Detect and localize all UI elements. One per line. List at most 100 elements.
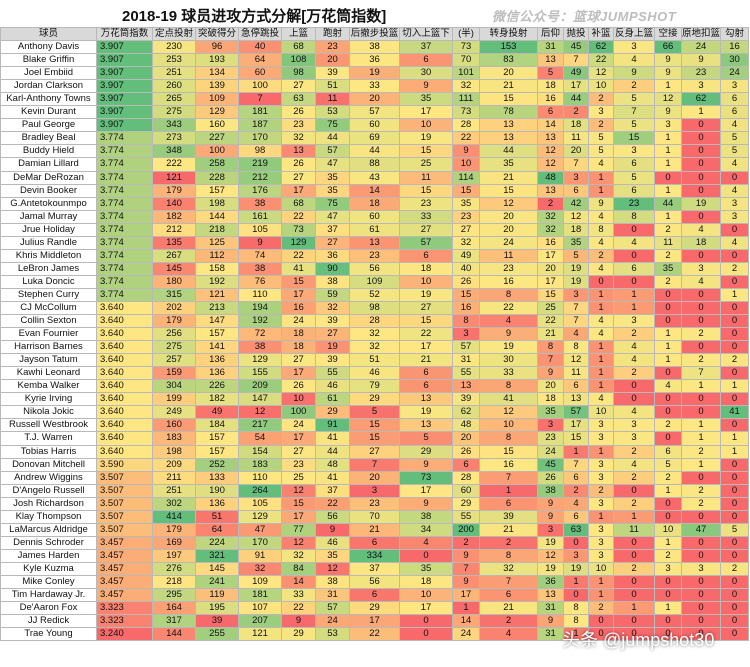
table-row: Luka Doncic 3.774 180 192 76 15 38 109 10 26 16 17 1… [0,274,749,289]
stat-cell: 9 [238,235,282,250]
stat-cell: 7 [681,366,721,381]
stat-cell: 0 [681,535,721,550]
stat-cell: 15 [452,183,480,198]
table-row: Trae Young 3.240 144 255 121 29 53 22 0 24 4 31 1 0 0 0… [0,627,749,642]
stat-cell: 12 [281,535,316,550]
stat-cell: 129 [281,235,316,250]
stat-cell: 3 [588,457,614,472]
stat-cell: 2 [537,196,564,211]
stat-cell: 154 [238,444,282,459]
stat-cell: 46 [349,366,400,381]
stat-cell: 184 [195,418,239,433]
column-header: 跑射 [315,26,350,42]
stat-cell: 15 [479,444,538,459]
stat-cell: 2 [654,222,682,237]
stat-cell: 144 [195,209,239,224]
stat-cell: 23 [613,196,655,211]
stat-cell: 224 [195,535,239,550]
stat-cell: 7 [537,353,564,368]
stat-cell: 129 [238,353,282,368]
stat-cell: 0 [681,300,721,316]
stat-cell: 7 [613,105,655,120]
table-row: Jordan Clarkson 3.907 260 139 100 27 51 33 9 32 21… [0,79,749,94]
player-name-cell: Dennis Schroder [0,535,97,550]
stat-cell: 13 [537,183,564,198]
stat-cell: 38 [537,483,564,498]
table-row: Devin Booker 3.774 179 157 176 17 35 14 15 15 15 13… [0,183,749,198]
stat-cell: 31 [537,40,564,55]
table-body: Anthony Davis 3.907 230 96 40 68 23 38 37 73 153 31… [0,40,749,642]
stat-cell: 1 [681,105,721,120]
stat-cell: 98 [281,66,316,81]
stat-cell: 7 [479,470,538,485]
stat-cell: 35 [399,561,453,576]
stat-cell: 110 [238,287,282,302]
stat-cell: 5 [349,405,400,420]
stat-cell: 32 [238,561,282,576]
stat-cell: 13 [281,144,316,159]
stat-cell: 3 [537,418,564,433]
stat-cell: 0 [563,535,589,550]
stat-cell: 0 [654,300,682,316]
stat-cell: 6 [452,457,480,472]
player-name-cell: Jamal Murray [0,209,97,224]
stat-cell: 183 [152,431,196,446]
stat-cell: 8 [479,431,538,446]
stat-cell: 6 [563,379,589,394]
stat-cell: 5 [613,170,655,185]
stat-cell: 2 [613,327,655,342]
stat-cell: 4 [563,496,589,511]
stat-cell: 7 [563,314,589,329]
stat-cell: 0 [654,509,682,524]
stat-cell: 41 [315,431,350,446]
stat-cell: 73 [452,40,480,55]
table-row: Kemba Walker 3.640 304 226 209 26 46 79 6 13 8 20 6 1… [0,379,749,394]
stat-cell: 51 [349,353,400,368]
stat-cell: 13 [349,235,400,250]
player-name-cell: Buddy Hield [0,144,97,159]
stat-cell: 13 [537,131,564,146]
table-row: Paul George 3.907 343 160 187 23 75 60 10 28 13 14 1… [0,118,749,133]
stat-cell: 7 [563,53,589,68]
stat-cell: 190 [195,483,239,498]
stat-cell: 9 [537,614,564,629]
stat-cell: 6 [399,366,453,381]
stat-cell: 15 [349,431,400,446]
stat-cell: 25 [399,157,453,172]
stat-cell: 275 [152,340,196,355]
stat-cell: 4 [479,627,538,642]
stat-cell: 0 [613,222,655,237]
stat-cell: 19 [537,535,564,550]
stat-cell: 83 [479,53,538,68]
stat-cell: 11 [563,366,589,381]
stat-cell: 5 [720,522,749,537]
stat-cell: 182 [195,392,239,407]
stat-cell: 32 [537,209,564,224]
stat-cell: 0 [681,392,721,407]
stat-cell: 31 [315,588,350,603]
stat-cell: 218 [195,222,239,237]
stat-cell: 195 [195,601,239,616]
stat-cell: 179 [152,522,196,537]
stat-cell: 4 [563,327,589,342]
stat-cell: 17 [281,509,316,524]
stat-cell: 29 [349,601,400,616]
player-name-cell: Luka Doncic [0,274,97,289]
stat-cell: 4 [613,353,655,368]
stat-cell: 10 [588,405,614,420]
stat-cell: 4 [588,209,614,224]
stat-cell: 265 [152,92,196,107]
index-cell: 3.774 [96,209,153,224]
index-cell: 3.774 [96,131,153,146]
stat-cell: 73 [399,470,453,485]
table-row: Jrue Holiday 3.774 212 218 105 73 37 61 27 27 20 32… [0,222,749,237]
stat-cell: 5 [613,92,655,107]
stat-cell: 1 [720,379,749,394]
stat-cell: 4 [588,157,614,172]
stat-cell: 1 [588,366,614,381]
stat-cell: 49 [452,248,480,263]
player-name-cell: Klay Thompson [0,509,97,524]
stat-cell: 24 [720,66,749,81]
stat-cell: 62 [588,40,614,55]
stat-cell: 0 [681,627,721,642]
